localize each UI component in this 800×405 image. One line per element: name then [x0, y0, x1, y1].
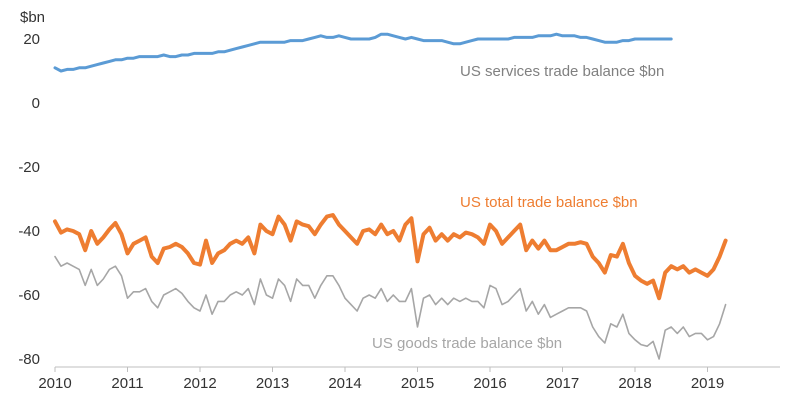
services-trade-balance-line — [53, 32, 673, 73]
y-axis-unit-label: $bn — [20, 9, 45, 26]
x-tick-label: 2014 — [328, 375, 361, 392]
y-tick-label: -80 — [18, 351, 40, 368]
x-tick-label: 2010 — [38, 375, 71, 392]
x-tick-label: 2017 — [546, 375, 579, 392]
total-trade-balance-line — [53, 213, 728, 301]
total-series-annotation: US total trade balance $bn — [460, 194, 638, 211]
goods-trade-balance-line — [54, 255, 727, 360]
x-axis-ticks: 2010 2011 2012 2013 2014 2015 2016 2017 2018 2019 — [38, 367, 724, 392]
series-layer — [53, 32, 728, 360]
goods-series-annotation: US goods trade balance $bn — [372, 335, 562, 352]
y-tick-label: 20 — [23, 31, 40, 48]
x-tick-label: 2015 — [401, 375, 434, 392]
y-tick-label: -20 — [18, 159, 40, 176]
services-series-annotation: US services trade balance $bn — [460, 63, 664, 80]
x-tick-label: 2018 — [618, 375, 651, 392]
x-tick-label: 2019 — [691, 375, 724, 392]
y-axis-ticks: 20 0 -20 -40 -60 -80 — [18, 31, 40, 368]
y-tick-label: -60 — [18, 287, 40, 304]
x-tick-label: 2016 — [473, 375, 506, 392]
x-tick-label: 2011 — [111, 375, 143, 392]
y-tick-label: 0 — [32, 95, 40, 112]
x-tick-label: 2013 — [256, 375, 289, 392]
x-tick-label: 2012 — [183, 375, 216, 392]
y-tick-label: -40 — [18, 223, 40, 240]
